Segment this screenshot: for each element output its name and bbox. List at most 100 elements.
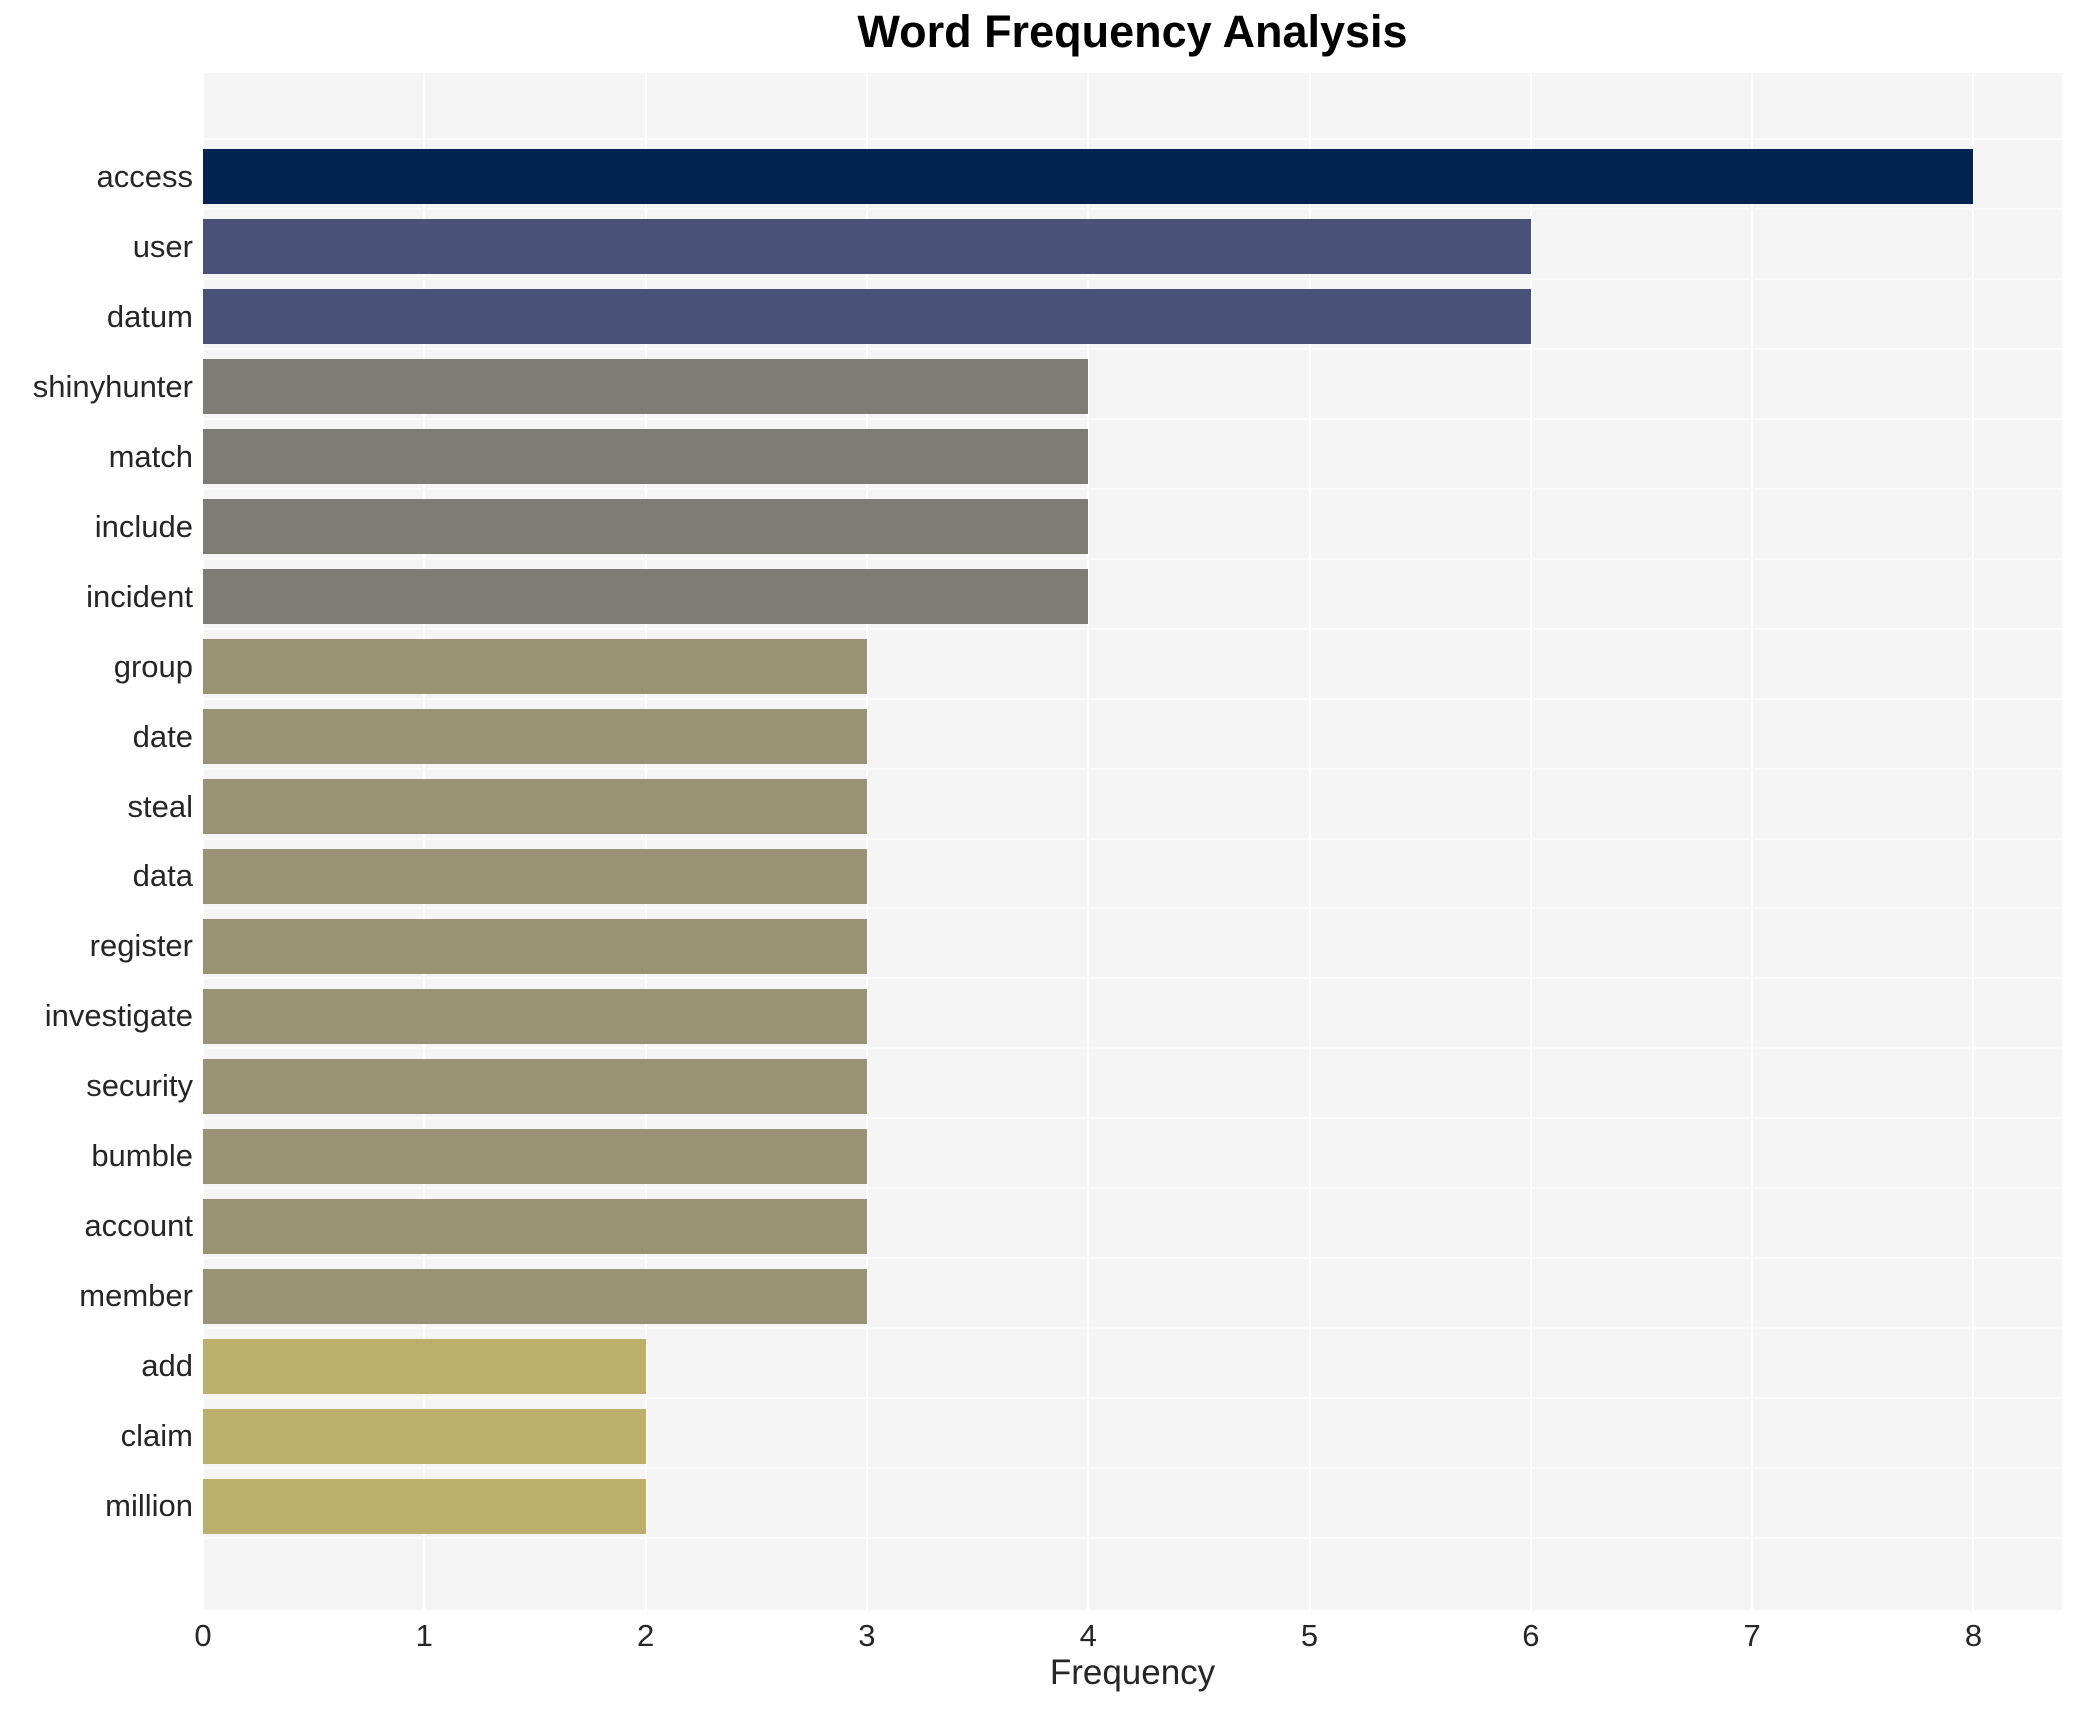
bar-row — [203, 492, 2062, 562]
gridline-horizontal — [203, 1257, 2062, 1260]
bar-account — [203, 1198, 867, 1254]
bar-steal — [203, 779, 867, 835]
bar-row — [203, 1331, 2062, 1401]
bar-bumble — [203, 1128, 867, 1184]
x-tick-2: 2 — [636, 1618, 655, 1653]
x-axis-title: Frequency — [1049, 1653, 1216, 1692]
y-label-add: add — [141, 1348, 193, 1384]
bar-member — [203, 1268, 867, 1324]
gridline-horizontal — [203, 907, 2062, 910]
y-label-claim: claim — [120, 1418, 193, 1454]
gridline-horizontal — [203, 1117, 2062, 1120]
x-tick-4: 4 — [1079, 1618, 1097, 1653]
bar-include — [203, 499, 1089, 555]
gridline-horizontal — [203, 977, 2062, 980]
y-label-investigate: investigate — [44, 998, 193, 1034]
gridline-horizontal — [203, 487, 2062, 490]
y-label-access: access — [96, 158, 193, 194]
bar-row — [203, 142, 2062, 212]
y-label-include: include — [94, 508, 193, 544]
y-label-group: group — [113, 648, 193, 684]
bar-register — [203, 918, 867, 974]
bar-row — [203, 212, 2062, 282]
bar-row — [203, 632, 2062, 702]
x-tick-5: 5 — [1300, 1618, 1319, 1653]
bar-row — [203, 282, 2062, 352]
y-label-bumble: bumble — [91, 1138, 193, 1174]
bar-row — [203, 772, 2062, 842]
gridline-horizontal — [203, 277, 2062, 280]
y-label-steal: steal — [127, 788, 193, 824]
gridline-horizontal — [203, 627, 2062, 630]
gridline-horizontal — [203, 837, 2062, 840]
bar-date — [203, 709, 867, 765]
bar-row — [203, 1261, 2062, 1331]
y-label-datum: datum — [106, 298, 193, 334]
bar-row — [203, 702, 2062, 772]
gridline-vertical — [423, 73, 426, 1610]
gridline-horizontal — [203, 1537, 2062, 1539]
bar-million — [203, 1478, 646, 1534]
bar-row — [203, 1051, 2062, 1121]
gridline-horizontal — [203, 207, 2062, 210]
gridline-vertical — [1308, 73, 1311, 1610]
x-tick-7: 7 — [1743, 1618, 1761, 1653]
y-label-user: user — [132, 228, 193, 264]
y-axis-labels: access user datum shinyhunter match include in… — [0, 73, 193, 1610]
gridline-vertical — [1529, 73, 1532, 1610]
bar-row — [203, 981, 2062, 1051]
gridline-horizontal — [203, 1327, 2062, 1330]
gridline-horizontal — [203, 697, 2062, 700]
bar-row — [203, 1401, 2062, 1471]
x-tick-1: 1 — [415, 1618, 433, 1653]
gridline-horizontal — [203, 767, 2062, 770]
gridline-horizontal — [203, 557, 2062, 560]
bar-group — [203, 639, 867, 695]
gridline-vertical — [1972, 73, 1975, 1610]
gridline-horizontal — [203, 1187, 2062, 1190]
gridline-horizontal — [203, 417, 2062, 420]
y-label-security: security — [86, 1068, 193, 1104]
bar-row — [203, 562, 2062, 632]
x-axis-ticks: 0 1 2 3 4 5 6 7 8 — [0, 1618, 2082, 1658]
gridline-vertical — [865, 73, 868, 1610]
bar-add — [203, 1338, 646, 1394]
bar-row — [203, 422, 2062, 492]
bar-claim — [203, 1408, 646, 1464]
y-label-incident: incident — [86, 578, 193, 614]
bar-shinyhunter — [203, 359, 1089, 415]
y-label-date: date — [132, 718, 193, 754]
y-label-member: member — [79, 1278, 193, 1314]
x-tick-0: 0 — [194, 1618, 212, 1653]
bar-investigate — [203, 988, 867, 1044]
bar-row — [203, 1121, 2062, 1191]
y-label-register: register — [89, 928, 193, 964]
bar-row — [203, 842, 2062, 912]
y-label-data: data — [132, 858, 193, 894]
gridline-horizontal — [203, 1397, 2062, 1400]
gridline-horizontal — [203, 1467, 2062, 1470]
bar-security — [203, 1058, 867, 1114]
bar-row — [203, 352, 2062, 422]
gridline-vertical — [1751, 73, 1754, 1610]
y-label-million: million — [105, 1488, 193, 1524]
y-label-match: match — [108, 438, 193, 474]
plot-area — [202, 73, 2062, 1610]
bar-access — [203, 149, 1974, 205]
bar-match — [203, 429, 1089, 485]
gridline-horizontal — [203, 138, 2062, 140]
gridline-vertical — [202, 73, 204, 1610]
bar-row — [203, 1471, 2062, 1541]
gridline-horizontal — [203, 1047, 2062, 1050]
bar-incident — [203, 569, 1089, 625]
x-tick-6: 6 — [1522, 1618, 1540, 1653]
gridline-horizontal — [203, 347, 2062, 350]
y-label-shinyhunter: shinyhunter — [32, 368, 193, 404]
x-tick-3: 3 — [858, 1618, 876, 1653]
bar-row — [203, 911, 2062, 981]
y-label-account: account — [84, 1208, 193, 1244]
bar-data — [203, 848, 867, 904]
bar-row — [203, 1191, 2062, 1261]
bar-user — [203, 219, 1531, 275]
